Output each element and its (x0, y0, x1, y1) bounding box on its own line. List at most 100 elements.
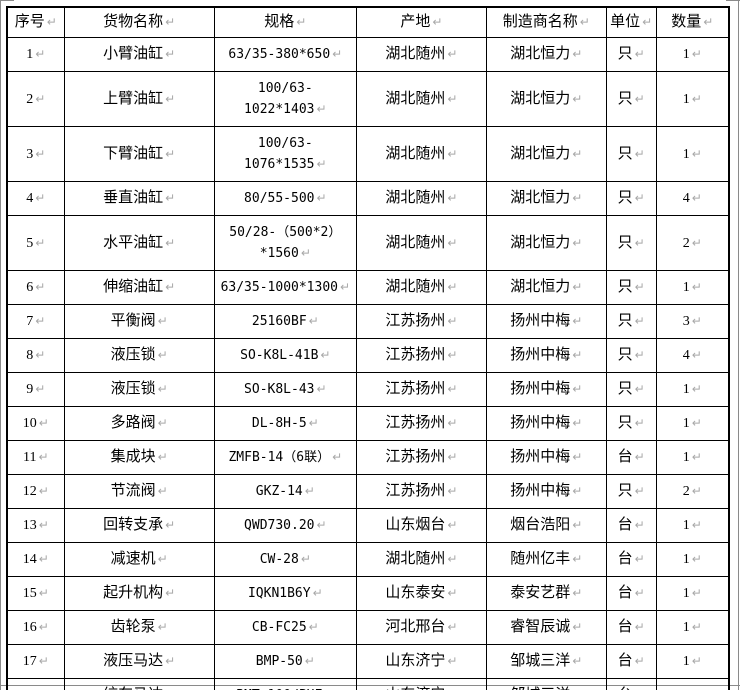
cell-quantity[interactable]: 1↵ (655, 37, 730, 72)
cell-unit[interactable]: 只 ↵ (605, 37, 657, 72)
cell-spec[interactable]: GKZ-14 ↵ (213, 474, 357, 509)
cell-index[interactable]: 9 ↵ (6, 372, 65, 407)
cell-spec[interactable]: ZMFB-14（6联） ↵ (213, 440, 357, 475)
cell-quantity[interactable]: 4 ↵ (655, 181, 730, 216)
cell-goods-name[interactable]: 绞车马达↵ (63, 678, 215, 690)
cell-origin[interactable]: 湖北随州 ↵ (355, 37, 487, 72)
header-cell-quantity[interactable]: 数量 ↵ (655, 6, 730, 38)
cell-manufacturer[interactable]: 睿智辰诚 ↵ (485, 610, 607, 645)
cell-spec[interactable]: CB-FC25 ↵ (213, 610, 357, 645)
cell-quantity[interactable]: 1↵ (655, 576, 730, 611)
cell-quantity[interactable]: 1↵ (655, 440, 730, 475)
cell-quantity[interactable]: 1↵ (655, 542, 730, 577)
cell-origin[interactable]: 河北邢台 ↵ (355, 610, 487, 645)
cell-spec[interactable]: DL-8H-5 ↵ (213, 406, 357, 441)
cell-quantity[interactable]: 1↵ (655, 71, 730, 127)
cell-origin[interactable]: 山东济宁↵ (355, 678, 487, 690)
cell-manufacturer[interactable]: 湖北恒力 ↵ (485, 181, 607, 216)
cell-quantity[interactable]: 1↵ (655, 678, 730, 690)
cell-index[interactable]: 15 ↵ (6, 576, 65, 611)
header-cell-spec[interactable]: 规格 ↵ (213, 6, 357, 38)
cell-index[interactable]: 4 ↵ (6, 181, 65, 216)
cell-unit[interactable]: 只 ↵ (605, 215, 657, 271)
cell-spec[interactable]: 63/35-380*650 ↵ (213, 37, 357, 72)
cell-goods-name[interactable]: 液压锁 ↵ (63, 338, 215, 373)
cell-quantity[interactable]: 1↵ (655, 644, 730, 679)
cell-index[interactable]: 16 ↵ (6, 610, 65, 645)
cell-index[interactable]: 8 ↵ (6, 338, 65, 373)
cell-manufacturer[interactable]: 扬州中梅 ↵ (485, 338, 607, 373)
cell-unit[interactable]: 台↵ (605, 542, 657, 577)
cell-goods-name[interactable]: 伸缩油缸 ↵ (63, 270, 215, 305)
cell-manufacturer[interactable]: 扬州中梅 ↵ (485, 474, 607, 509)
cell-spec[interactable]: IQKN1B6Y ↵ (213, 576, 357, 611)
cell-goods-name[interactable]: 液压锁 ↵ (63, 372, 215, 407)
cell-manufacturer[interactable]: 湖北恒力 ↵ (485, 71, 607, 127)
cell-unit[interactable]: 台↵ (605, 610, 657, 645)
cell-index[interactable]: 1 ↵ (6, 37, 65, 72)
cell-manufacturer[interactable]: 扬州中梅 ↵ (485, 372, 607, 407)
cell-spec[interactable]: 80/55-500 ↵ (213, 181, 357, 216)
cell-origin[interactable]: 山东泰安 ↵ (355, 576, 487, 611)
cell-spec[interactable]: QWD730.20 ↵ (213, 508, 357, 543)
cell-quantity[interactable]: 4 ↵ (655, 338, 730, 373)
cell-spec[interactable]: 100/63-1076*1535 ↵ (213, 126, 357, 182)
cell-unit[interactable]: 只 ↵ (605, 181, 657, 216)
cell-manufacturer[interactable]: 湖北恒力 ↵ (485, 215, 607, 271)
cell-unit[interactable]: 台↵ (605, 440, 657, 475)
cell-goods-name[interactable]: 下臂油缸 ↵ (63, 126, 215, 182)
cell-unit[interactable]: 只 ↵ (605, 304, 657, 339)
cell-index[interactable]: 13 ↵ (6, 508, 65, 543)
cell-spec[interactable]: 50/28-（500*2） *1560 ↵ (213, 215, 357, 271)
cell-quantity[interactable]: 1↵ (655, 372, 730, 407)
cell-quantity[interactable]: 1↵ (655, 270, 730, 305)
cell-manufacturer[interactable]: 随州亿丰 ↵ (485, 542, 607, 577)
cell-unit[interactable]: 只 ↵ (605, 71, 657, 127)
cell-index[interactable]: 10 ↵ (6, 406, 65, 441)
cell-goods-name[interactable]: 平衡阀 ↵ (63, 304, 215, 339)
header-cell-origin[interactable]: 产地 ↵ (355, 6, 487, 38)
cell-goods-name[interactable]: 齿轮泵 ↵ (63, 610, 215, 645)
header-cell-unit[interactable]: 单位 ↵ (605, 6, 657, 38)
cell-unit[interactable]: 只 ↵ (605, 474, 657, 509)
header-cell-manufacturer[interactable]: 制造商名称 ↵ (485, 6, 607, 38)
cell-unit[interactable]: 台↵ (605, 644, 657, 679)
cell-unit[interactable]: 台↵ (605, 678, 657, 690)
cell-goods-name[interactable]: 垂直油缸 ↵ (63, 181, 215, 216)
cell-origin[interactable]: 江苏扬州 ↵ (355, 474, 487, 509)
cell-spec[interactable]: SO-K8L-41B ↵ (213, 338, 357, 373)
cell-spec[interactable]: 100/63-1022*1403 ↵ (213, 71, 357, 127)
cell-origin[interactable]: 湖北随州 ↵ (355, 215, 487, 271)
cell-spec[interactable]: BMT-100/PHF↵ (213, 678, 357, 690)
cell-spec[interactable]: BMP-50 ↵ (213, 644, 357, 679)
cell-origin[interactable]: 山东济宁↵ (355, 644, 487, 679)
cell-manufacturer[interactable]: 邹城三洋↵ (485, 678, 607, 690)
cell-goods-name[interactable]: 回转支承 ↵ (63, 508, 215, 543)
cell-manufacturer[interactable]: 湖北恒力 ↵ (485, 270, 607, 305)
cell-index[interactable]: 12 ↵ (6, 474, 65, 509)
cell-quantity[interactable]: 1↵ (655, 406, 730, 441)
cell-spec[interactable]: 63/35-1000*1300 ↵ (213, 270, 357, 305)
cell-origin[interactable]: 江苏扬州 ↵ (355, 304, 487, 339)
cell-index[interactable]: 18↵ (6, 678, 65, 690)
cell-goods-name[interactable]: 起升机构 ↵ (63, 576, 215, 611)
cell-manufacturer[interactable]: 扬州中梅 ↵ (485, 440, 607, 475)
cell-origin[interactable]: 江苏扬州 ↵ (355, 338, 487, 373)
cell-unit[interactable]: 台↵ (605, 576, 657, 611)
cell-goods-name[interactable]: 减速机 ↵ (63, 542, 215, 577)
cell-manufacturer[interactable]: 邹城三洋↵ (485, 644, 607, 679)
cell-origin[interactable]: 山东烟台 ↵ (355, 508, 487, 543)
cell-spec[interactable]: 25160BF ↵ (213, 304, 357, 339)
cell-spec[interactable]: CW-28 ↵ (213, 542, 357, 577)
cell-goods-name[interactable]: 多路阀 ↵ (63, 406, 215, 441)
cell-origin[interactable]: 湖北随州 ↵ (355, 270, 487, 305)
cell-manufacturer[interactable]: 扬州中梅 ↵ (485, 304, 607, 339)
cell-unit[interactable]: 台↵ (605, 508, 657, 543)
cell-index[interactable]: 14 ↵ (6, 542, 65, 577)
cell-unit[interactable]: 只 ↵ (605, 126, 657, 182)
cell-index[interactable]: 17 ↵ (6, 644, 65, 679)
cell-unit[interactable]: 只 ↵ (605, 406, 657, 441)
cell-quantity[interactable]: 2 ↵ (655, 215, 730, 271)
header-cell-index[interactable]: 序号 ↵ (6, 6, 65, 38)
cell-origin[interactable]: 湖北随州 ↵ (355, 126, 487, 182)
